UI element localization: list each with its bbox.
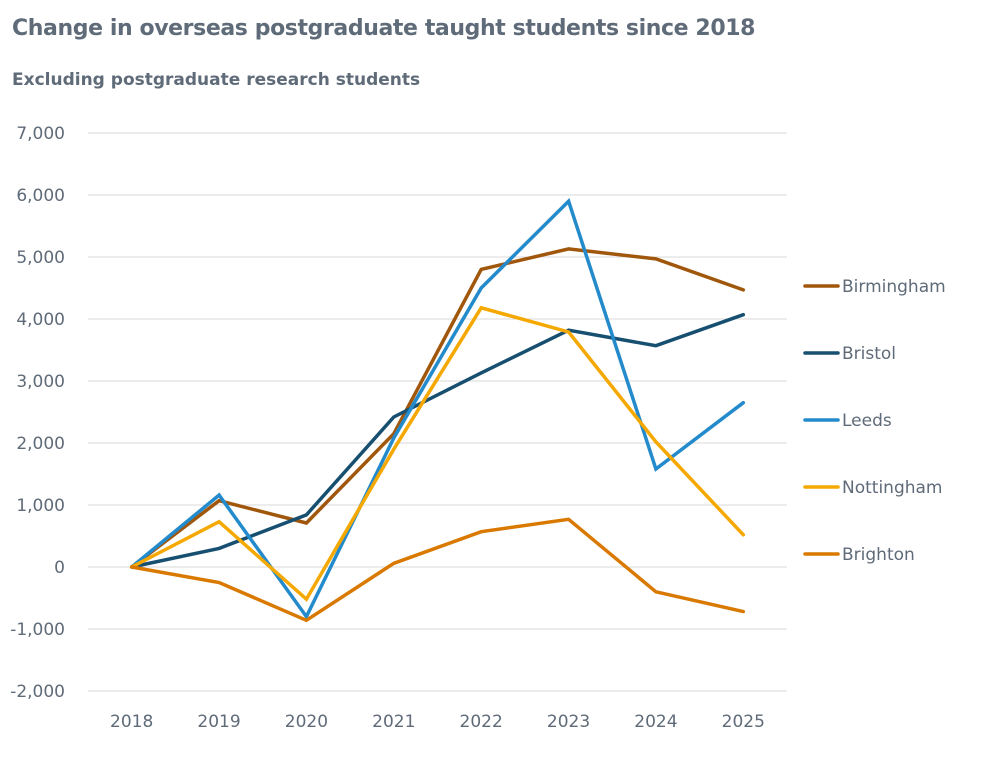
y-tick-label: 6,000: [16, 186, 65, 206]
legend-item-brighton: Brighton: [803, 545, 915, 565]
y-axis: 7,000 6,000 5,000 4,000 3,000 2,000 1,000 0 -1,0…: [10, 124, 65, 702]
legend-label: Bristol: [842, 344, 896, 364]
y-tick-label: 4,000: [16, 310, 65, 330]
x-tick-label: 2019: [197, 712, 240, 732]
x-tick-label: 2023: [547, 712, 590, 732]
x-axis: 2018 2019 2020 2021 2022 2023 2024 2025: [110, 712, 765, 732]
y-tick-label: 2,000: [16, 434, 65, 454]
legend-label: Leeds: [842, 411, 892, 431]
x-tick-label: 2022: [460, 712, 503, 732]
series-line-brighton: [129, 517, 746, 623]
x-tick-label: 2024: [634, 712, 677, 732]
x-tick-label: 2020: [285, 712, 328, 732]
legend-item-nottingham: Nottingham: [803, 478, 943, 498]
y-tick-label: 7,000: [16, 124, 65, 144]
y-tick-label: 1,000: [16, 496, 65, 516]
legend-item-bristol: Bristol: [803, 344, 896, 364]
series-line-birmingham: [129, 247, 746, 569]
legend: Birmingham Bristol Leeds Nottingham Brighton: [803, 277, 946, 565]
chart-subtitle: Excluding postgraduate research students: [12, 70, 421, 90]
y-tick-label: 0: [54, 558, 65, 578]
y-tick-label: 3,000: [16, 372, 65, 392]
series-line-bristol: [129, 312, 746, 569]
y-tick-label: -1,000: [10, 620, 65, 640]
y-tick-label: -2,000: [10, 682, 65, 702]
x-tick-label: 2018: [110, 712, 153, 732]
legend-label: Birmingham: [842, 277, 946, 297]
legend-label: Brighton: [842, 545, 915, 565]
legend-item-birmingham: Birmingham: [803, 277, 946, 297]
legend-label: Nottingham: [842, 478, 943, 498]
x-tick-label: 2025: [722, 712, 765, 732]
series-line-nottingham: [129, 305, 746, 602]
y-tick-label: 5,000: [16, 248, 65, 268]
chart-title: Change in overseas postgraduate taught s…: [12, 16, 756, 41]
series-line-leeds: [129, 197, 746, 620]
x-tick-label: 2021: [372, 712, 415, 732]
legend-item-leeds: Leeds: [803, 411, 892, 431]
gridlines: [88, 132, 787, 692]
series-lines: [129, 197, 746, 623]
